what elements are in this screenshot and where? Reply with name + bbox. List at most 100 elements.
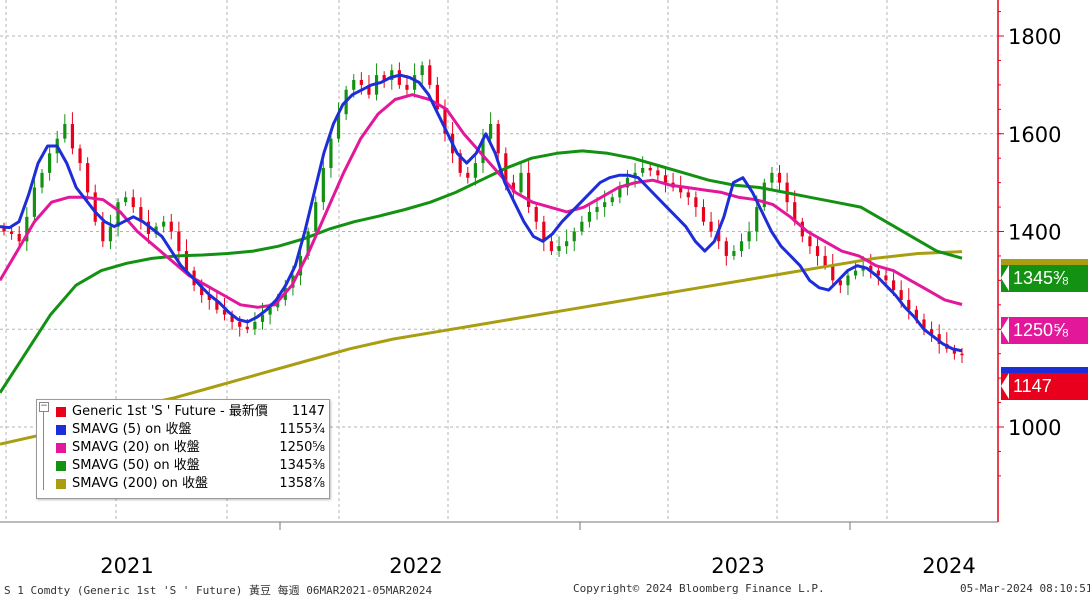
candle-body <box>519 172 523 193</box>
candle-body <box>116 202 120 227</box>
candle-body <box>329 138 333 168</box>
candle-body <box>869 265 873 271</box>
candle-body <box>846 275 850 286</box>
candle-body <box>511 182 516 193</box>
candle-body <box>481 138 485 164</box>
candle-body <box>777 172 782 183</box>
candle-body <box>580 221 584 232</box>
candle-body <box>732 251 736 256</box>
candle-body <box>466 172 470 178</box>
candle-body <box>443 109 447 134</box>
candle-body <box>184 251 189 271</box>
candle-body <box>739 241 744 252</box>
legend-row: SMAVG (5) on 收盤 1155¾ <box>37 421 329 439</box>
candle-body <box>641 167 645 173</box>
candle-body <box>762 182 766 208</box>
candle-body <box>268 307 272 315</box>
legend-series-name: SMAVG (20) on 收盤 <box>72 440 200 455</box>
candle-body <box>390 70 394 80</box>
legend-row: SMAVG (20) on 收盤 1250⅝ <box>37 439 329 457</box>
legend-series-name: SMAVG (200) on 收盤 <box>72 476 209 491</box>
candle-body <box>78 148 82 164</box>
candle-body <box>709 221 713 232</box>
legend-swatch <box>56 407 66 417</box>
candle-body <box>40 172 44 188</box>
legend-series-value: 1147 <box>291 404 325 419</box>
candle-body <box>542 221 546 242</box>
legend-row: SMAVG (200) on 收盤 1358⅞ <box>37 475 329 493</box>
candle-body <box>306 231 310 256</box>
candle-body <box>656 170 660 176</box>
chart-legend: − Generic 1st 'S ' Future - 最新價 1147 SMAVG… <box>36 399 330 499</box>
x-tick-label: 2023 <box>711 554 764 578</box>
value-tag-text: 1250⅝ <box>1013 320 1069 340</box>
candle-body <box>884 275 888 281</box>
candle-body <box>595 207 599 212</box>
candle-body <box>663 175 668 183</box>
sma5-line <box>0 73 963 353</box>
legend-swatch <box>56 443 66 453</box>
candle-body <box>686 192 690 198</box>
candle-body <box>70 123 75 149</box>
collapse-icon[interactable]: − <box>39 401 49 412</box>
candle-body <box>25 216 29 242</box>
candle-body <box>724 241 728 256</box>
candle-body <box>435 84 439 110</box>
candle-body <box>32 187 37 217</box>
candle-body <box>876 270 880 276</box>
candle-body <box>815 246 820 256</box>
candle-body <box>131 197 135 208</box>
legend-series-value: 1155¾ <box>279 422 325 437</box>
candle-body <box>603 202 607 208</box>
candle-body <box>891 280 896 291</box>
x-tick-label: 2024 <box>922 554 975 578</box>
candle-body <box>63 123 67 139</box>
candle-body <box>838 280 842 286</box>
candle-body <box>405 84 409 90</box>
tag-notch <box>1001 373 1009 399</box>
candle-body <box>207 295 211 300</box>
candle-body <box>336 114 341 139</box>
candle-body <box>952 348 956 354</box>
candle-body <box>899 290 903 300</box>
candle-body <box>747 231 751 242</box>
candle-body <box>10 231 14 234</box>
footer-timestamp: 05-Mar-2024 08:10:51 <box>960 582 1090 595</box>
candle-body <box>557 246 561 252</box>
candle-body <box>618 187 622 198</box>
sma50-line <box>0 149 963 394</box>
candle-body <box>215 299 219 310</box>
candle-body <box>694 197 698 208</box>
tag-notch <box>1001 265 1009 291</box>
legend-swatch <box>56 461 66 471</box>
candle-body <box>922 319 926 330</box>
legend-series-value: 1345⅜ <box>279 458 325 473</box>
candle-body <box>489 123 493 139</box>
legend-row: Generic 1st 'S ' Future - 最新價 1147 <box>37 403 329 421</box>
candle-body <box>238 321 242 327</box>
candle-body <box>914 309 918 320</box>
candle-body <box>367 84 371 95</box>
legend-series-value: 1250⅝ <box>279 440 325 455</box>
x-tick-label: 2021 <box>100 554 153 578</box>
candle-body <box>633 172 637 178</box>
candle-body <box>701 207 706 222</box>
candle-body <box>17 233 21 242</box>
value-tag-text: 1147 <box>1013 376 1052 396</box>
candle-body <box>420 65 424 76</box>
candle-body <box>162 221 166 227</box>
sma5-tag-stub <box>1001 367 1088 376</box>
y-tick-label: 1600 <box>1008 123 1061 147</box>
candle-body <box>48 153 52 173</box>
footer-ticker-info: S 1 Comdty (Generic 1st 'S ' Future) 黃豆 … <box>4 584 433 597</box>
legend-series-value: 1358⅞ <box>279 476 325 491</box>
candle-body <box>86 163 90 193</box>
candle-body <box>397 70 401 85</box>
legend-series-name: SMAVG (50) on 收盤 <box>72 458 200 473</box>
candle-body <box>496 123 500 154</box>
candle-body <box>2 226 6 232</box>
legend-swatch <box>56 425 66 435</box>
candle-body <box>937 334 941 344</box>
